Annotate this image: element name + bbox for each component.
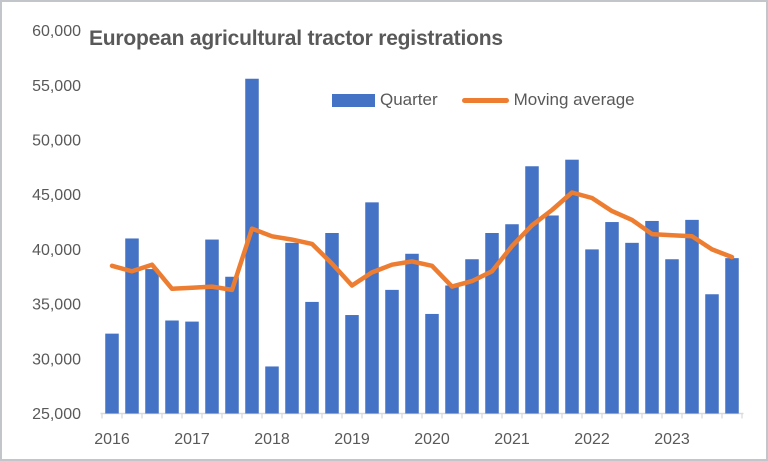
bar-2022-q1	[585, 249, 599, 414]
bar-2020-q2	[445, 285, 459, 414]
bar-2023-q1	[665, 259, 679, 414]
y-axis-tick-label: 30,000	[32, 351, 81, 368]
bar-2021-q3	[545, 215, 559, 414]
bar-series-label: Quarter	[380, 90, 438, 109]
bar-series-swatch	[332, 93, 375, 107]
y-axis-tick-label: 40,000	[32, 242, 81, 259]
bar-2019-q4	[405, 253, 419, 414]
line-series-swatch	[461, 97, 509, 103]
x-axis-tick-label: 2022	[574, 431, 610, 448]
bar-2016-q2	[125, 238, 139, 414]
bar-2017-q4	[245, 78, 259, 414]
y-axis-tick-label: 55,000	[32, 78, 81, 95]
bar-2023-q4	[725, 258, 739, 414]
bar-2020-q3	[465, 259, 479, 414]
chart-title: European agricultural tractor registrati…	[89, 27, 503, 50]
x-axis-tick-label: 2016	[94, 431, 130, 448]
bar-2018-q3	[305, 301, 319, 414]
bar-2016-q1	[105, 333, 119, 414]
bar-2022-q4	[645, 220, 659, 414]
line-series-label: Moving average	[513, 90, 635, 109]
bar-2018-q2	[285, 242, 299, 414]
moving-average-line	[109, 190, 735, 293]
legend: Quarter Moving average	[332, 90, 635, 110]
x-axis-tick-label: 2017	[174, 431, 210, 448]
bar-2023-q2	[685, 219, 699, 414]
bar-2020-q1	[425, 313, 439, 414]
x-axis-tick-label: 2019	[334, 431, 370, 448]
bar-2021-q4	[565, 159, 579, 414]
bar-2017-q1	[185, 321, 199, 414]
x-axis-tick-label: 2023	[654, 431, 690, 448]
bar-2022-q2	[605, 222, 619, 414]
bar-2016-q4	[165, 320, 179, 414]
bar-2021-q1	[505, 224, 519, 414]
y-axis-tick-label: 25,000	[32, 406, 81, 423]
x-axis-tick-label: 2020	[414, 431, 450, 448]
y-axis-tick-label: 35,000	[32, 297, 81, 314]
y-axis-tick-label: 60,000	[32, 23, 81, 40]
bar-2020-q4	[485, 232, 499, 414]
bar-2018-q4	[325, 232, 339, 414]
bar-2021-q2	[525, 166, 539, 414]
bar-2023-q3	[705, 294, 719, 414]
x-axis-tick-label: 2018	[254, 431, 290, 448]
x-axis-tick-label: 2021	[494, 431, 530, 448]
y-axis-tick-label: 45,000	[32, 187, 81, 204]
bar-2022-q3	[625, 242, 639, 414]
bar-2019-q2	[365, 202, 379, 414]
y-axis-tick-label: 50,000	[32, 133, 81, 150]
legend-item-moving-average: Moving average	[461, 90, 635, 110]
bar-2019-q1	[345, 315, 359, 414]
legend-item-quarter: Quarter	[332, 90, 438, 110]
bar-2018-q1	[265, 366, 279, 414]
bar-2016-q3	[145, 269, 159, 414]
bar-2017-q2	[205, 239, 219, 414]
bar-2019-q3	[385, 289, 399, 414]
bar-2017-q3	[225, 276, 239, 414]
